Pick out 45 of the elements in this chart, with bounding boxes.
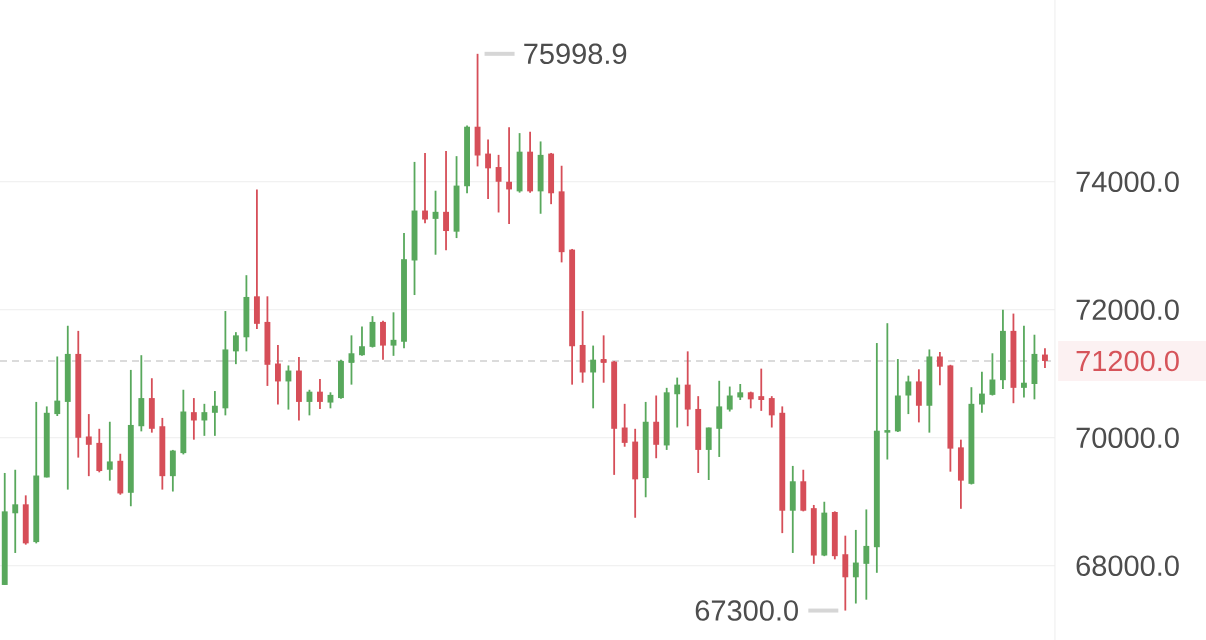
candlestick [211, 390, 218, 437]
y-tick-label: 72000.0 [1076, 299, 1179, 321]
annotation: 75998.9 [524, 43, 627, 65]
candlestick [495, 153, 502, 214]
candlestick [705, 426, 712, 481]
candlestick [274, 344, 281, 406]
candlestick [621, 402, 628, 448]
candlestick [905, 374, 912, 415]
annotation: 67300.0 [695, 600, 798, 621]
candlestick [485, 138, 492, 200]
candlestick [989, 352, 996, 397]
candlestick [201, 402, 208, 437]
candlestick [884, 322, 891, 461]
candlestick [852, 529, 859, 605]
candlestick [317, 377, 323, 410]
candlestick [359, 325, 365, 357]
candlestick [232, 331, 239, 366]
candlestick [422, 152, 428, 225]
candlestick [768, 395, 775, 429]
candlestick [285, 364, 292, 411]
candlestick [190, 397, 197, 441]
candlestick [85, 413, 92, 478]
candlestick [106, 420, 113, 482]
candlestick [1021, 324, 1027, 399]
y-tick-label: 74000.0 [1076, 171, 1179, 193]
y-tick-label: 68000.0 [1076, 555, 1179, 577]
candlestick [1042, 347, 1048, 369]
candlestick [716, 379, 723, 458]
candlestick [863, 508, 870, 601]
candlestick [936, 351, 943, 387]
candlestick [674, 376, 681, 429]
candlestick [842, 534, 849, 612]
candlestick [12, 468, 19, 554]
candlestick [726, 385, 733, 413]
ref-line-label: 71200.0 [1076, 350, 1179, 372]
candlestick [653, 394, 660, 460]
candlestick [506, 126, 513, 225]
candlestick [590, 344, 597, 410]
candlestick [978, 370, 985, 414]
candlestick [54, 355, 61, 417]
candlestick [600, 334, 607, 384]
candlestick [443, 150, 449, 252]
candlestick [380, 319, 386, 361]
y-tick-label: 70000.0 [1076, 427, 1179, 449]
candlestick [758, 367, 765, 412]
